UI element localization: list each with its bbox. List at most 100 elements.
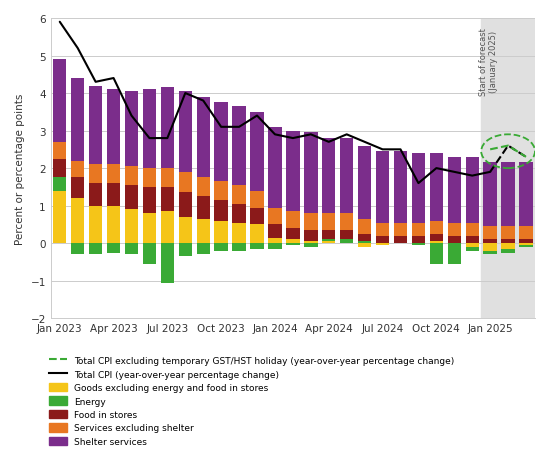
Bar	[358, 243, 371, 248]
Bar	[142, 90, 156, 169]
Bar	[125, 167, 138, 186]
Y-axis label: Percent or percentage points: Percent or percentage points	[15, 93, 25, 244]
Bar	[196, 97, 210, 178]
Bar	[304, 243, 317, 248]
Bar	[465, 223, 479, 236]
Bar	[376, 223, 389, 236]
Bar	[322, 214, 335, 231]
Bar	[232, 107, 246, 186]
Bar	[465, 236, 479, 243]
Bar	[125, 243, 138, 255]
Bar	[358, 234, 371, 242]
Bar	[71, 178, 84, 199]
Bar	[53, 60, 67, 142]
Bar	[232, 204, 246, 223]
Bar	[412, 223, 425, 236]
Bar	[107, 90, 120, 165]
Bar	[448, 223, 461, 236]
Bar	[71, 161, 84, 178]
Bar	[412, 236, 425, 243]
Bar	[53, 142, 67, 159]
Bar	[322, 231, 335, 240]
Bar	[232, 243, 246, 251]
Bar	[268, 238, 282, 243]
Bar	[286, 229, 300, 240]
Bar	[376, 243, 389, 246]
Bar	[502, 227, 515, 240]
Bar	[519, 163, 533, 227]
Bar	[232, 223, 246, 243]
Bar	[465, 243, 479, 248]
Bar	[250, 191, 264, 208]
Bar	[53, 178, 67, 191]
Bar	[71, 79, 84, 161]
Bar	[89, 86, 102, 165]
Bar	[268, 208, 282, 225]
Bar	[286, 212, 300, 229]
Bar	[358, 242, 371, 243]
Bar	[161, 169, 174, 187]
Bar	[394, 152, 407, 223]
Bar	[125, 186, 138, 210]
Bar	[340, 214, 354, 231]
Bar	[448, 157, 461, 223]
Bar	[286, 240, 300, 243]
Bar	[196, 219, 210, 243]
Bar	[53, 159, 67, 178]
Bar	[89, 184, 102, 206]
Bar	[250, 112, 264, 191]
Bar	[161, 187, 174, 212]
Bar	[448, 236, 461, 243]
Bar	[107, 243, 120, 253]
Legend: Total CPI excluding temporary GST/HST holiday (year-over-year percentage change): Total CPI excluding temporary GST/HST ho…	[48, 356, 454, 446]
Bar	[142, 214, 156, 243]
Bar	[502, 243, 515, 249]
Bar	[340, 240, 354, 243]
Bar	[214, 243, 228, 251]
Bar	[519, 243, 533, 246]
Bar	[483, 227, 497, 240]
Bar	[71, 199, 84, 243]
Bar	[196, 197, 210, 219]
Bar	[286, 243, 300, 246]
Bar	[89, 165, 102, 184]
Bar	[481, 19, 535, 318]
Bar	[179, 172, 192, 193]
Bar	[430, 154, 443, 221]
Bar	[304, 231, 317, 242]
Bar	[502, 163, 515, 227]
Bar	[179, 92, 192, 172]
Bar	[519, 227, 533, 240]
Bar	[268, 225, 282, 238]
Bar	[376, 236, 389, 243]
Bar	[250, 225, 264, 243]
Bar	[465, 157, 479, 223]
Bar	[107, 184, 120, 206]
Bar	[376, 152, 389, 223]
Bar	[483, 163, 497, 227]
Bar	[196, 243, 210, 255]
Bar	[142, 187, 156, 214]
Bar	[161, 88, 174, 169]
Bar	[412, 243, 425, 246]
Bar	[71, 243, 84, 255]
Bar	[519, 240, 533, 243]
Bar	[483, 243, 497, 251]
Bar	[89, 206, 102, 243]
Bar	[430, 221, 443, 234]
Bar	[142, 169, 156, 187]
Bar	[430, 234, 443, 242]
Bar	[465, 248, 479, 251]
Bar	[232, 186, 246, 204]
Bar	[340, 139, 354, 214]
Bar	[322, 139, 335, 214]
Bar	[179, 217, 192, 243]
Bar	[179, 243, 192, 257]
Bar	[268, 243, 282, 249]
Bar	[340, 231, 354, 240]
Bar	[250, 243, 264, 249]
Bar	[53, 191, 67, 243]
Bar	[214, 221, 228, 243]
Bar	[89, 243, 102, 255]
Bar	[125, 210, 138, 243]
